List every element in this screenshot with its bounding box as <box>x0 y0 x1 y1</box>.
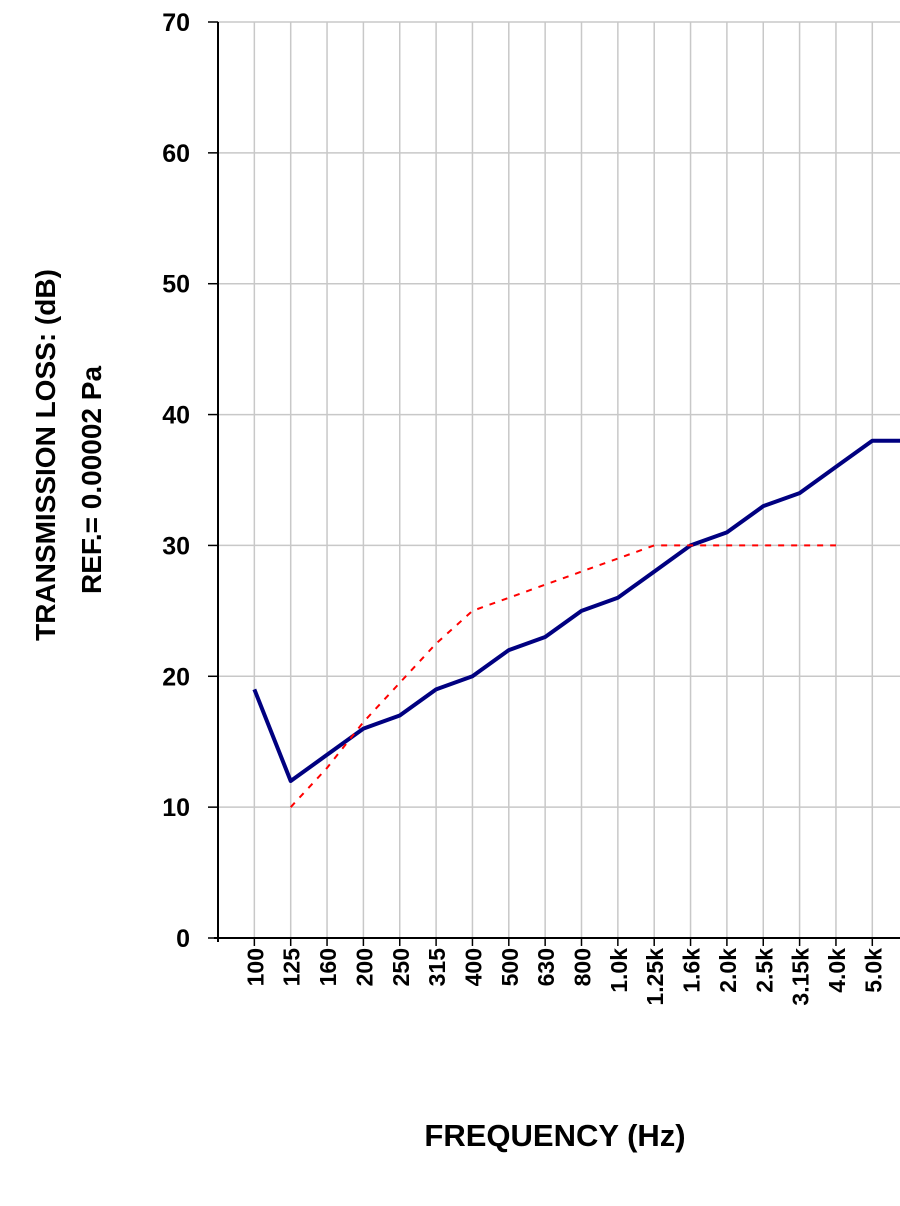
y-axis-label: TRANSMISSION LOSS: (dB) <box>30 269 61 641</box>
y-tick-label: 50 <box>162 271 190 299</box>
y-tick-label: 30 <box>162 532 190 560</box>
y-tick-label: 10 <box>162 794 190 822</box>
y-tick-label: 70 <box>162 9 190 37</box>
x-tick-label: 630 <box>533 948 559 986</box>
plot-marks <box>252 438 900 808</box>
x-tick-label: 160 <box>315 948 341 986</box>
series-line <box>252 438 900 783</box>
y-tick-label: 40 <box>162 402 190 430</box>
x-tick-label: 3.15k <box>788 948 814 1006</box>
x-tick-label: 1.0k <box>606 948 632 993</box>
x-tick-label: 2.5k <box>751 948 777 993</box>
x-tick-label: 250 <box>388 948 414 986</box>
x-tick-label: 800 <box>570 948 596 986</box>
x-tick-label: 400 <box>460 948 486 986</box>
y-tick-label: 60 <box>162 140 190 168</box>
x-tick-label: 100 <box>242 948 268 986</box>
x-tick-label: 5.0k <box>860 948 886 993</box>
x-tick-label: 1.6k <box>679 948 705 993</box>
grid <box>218 21 900 938</box>
series-line <box>289 544 836 808</box>
x-axis-label: FREQUENCY (Hz) <box>424 1118 685 1153</box>
x-tick-label: 200 <box>351 948 377 986</box>
x-tick-label: 125 <box>279 948 305 987</box>
x-tick-label: 2.0k <box>715 948 741 993</box>
x-tick-label: 4.0k <box>824 948 850 993</box>
x-tick-label: 315 <box>424 948 450 987</box>
y-tick-label: 0 <box>176 925 190 953</box>
y-axis-label: REF.= 0.00002 Pa <box>76 366 107 594</box>
y-tick-label: 20 <box>162 663 190 691</box>
x-tick-label: 500 <box>497 948 523 986</box>
x-tick-label: 1.25k <box>642 948 668 1006</box>
